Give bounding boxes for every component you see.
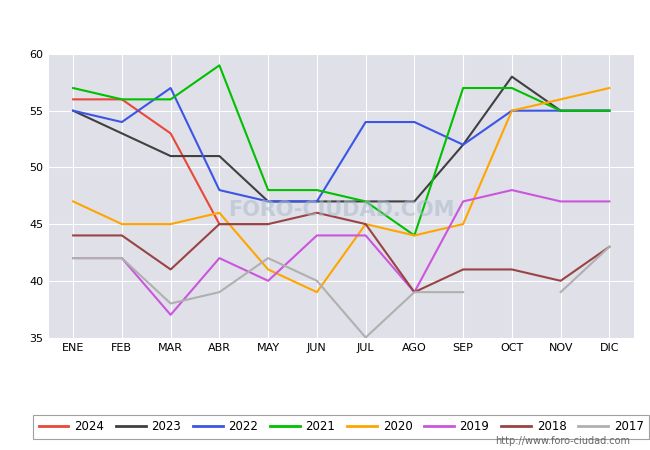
Text: FORO-CIUDAD.COM: FORO-CIUDAD.COM bbox=[228, 200, 454, 220]
Text: http://www.foro-ciudad.com: http://www.foro-ciudad.com bbox=[495, 436, 630, 446]
Legend: 2024, 2023, 2022, 2021, 2020, 2019, 2018, 2017: 2024, 2023, 2022, 2021, 2020, 2019, 2018… bbox=[33, 414, 649, 439]
Text: Afiliados en Dos Aguas a 31/5/2024: Afiliados en Dos Aguas a 31/5/2024 bbox=[164, 14, 486, 32]
